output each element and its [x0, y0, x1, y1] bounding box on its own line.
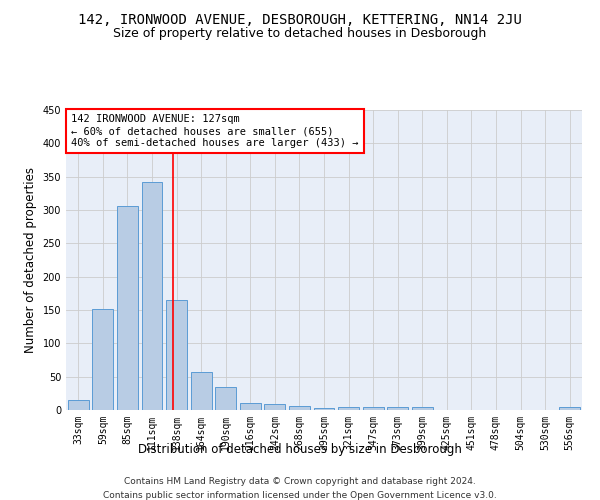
Text: 142, IRONWOOD AVENUE, DESBOROUGH, KETTERING, NN14 2JU: 142, IRONWOOD AVENUE, DESBOROUGH, KETTER…	[78, 12, 522, 26]
Bar	[362, 406, 383, 410]
Text: Contains HM Land Registry data © Crown copyright and database right 2024.
Contai: Contains HM Land Registry data © Crown c…	[103, 478, 497, 500]
Text: Distribution of detached houses by size in Desborough: Distribution of detached houses by size …	[138, 442, 462, 456]
Bar	[412, 406, 433, 410]
Y-axis label: Number of detached properties: Number of detached properties	[24, 167, 37, 353]
Bar	[338, 406, 359, 410]
Bar	[314, 408, 334, 410]
Bar	[92, 308, 113, 410]
Bar	[68, 400, 89, 410]
Bar	[191, 372, 212, 410]
Bar	[166, 300, 187, 410]
Bar	[387, 406, 408, 410]
Bar	[265, 404, 286, 410]
Bar	[117, 206, 138, 410]
Bar	[142, 182, 163, 410]
Bar	[215, 386, 236, 410]
Text: 142 IRONWOOD AVENUE: 127sqm
← 60% of detached houses are smaller (655)
40% of se: 142 IRONWOOD AVENUE: 127sqm ← 60% of det…	[71, 114, 359, 148]
Bar	[289, 406, 310, 410]
Text: Size of property relative to detached houses in Desborough: Size of property relative to detached ho…	[113, 28, 487, 40]
Bar	[559, 406, 580, 410]
Bar	[240, 404, 261, 410]
